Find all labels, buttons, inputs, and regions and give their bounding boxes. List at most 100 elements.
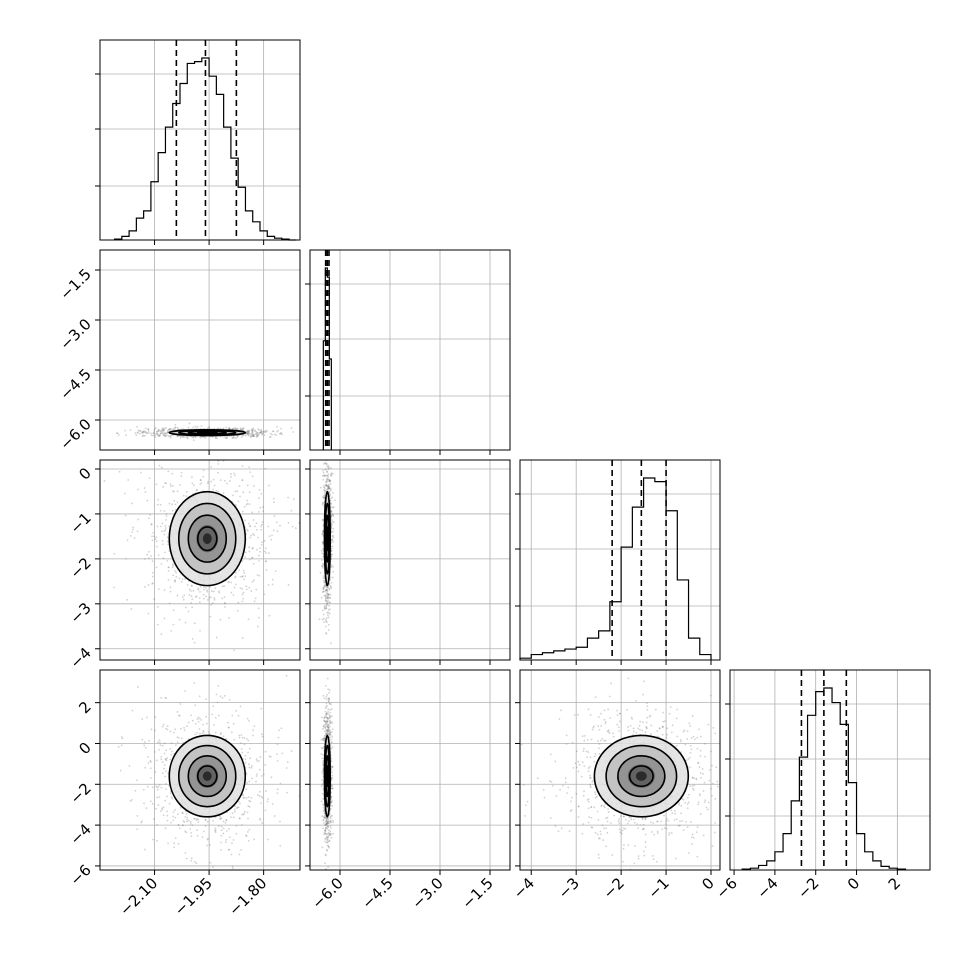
scatter-point	[684, 801, 687, 804]
scatter-point	[231, 428, 234, 430]
scatter-point	[327, 599, 329, 602]
scatter-point	[331, 814, 333, 817]
scatter-point	[328, 601, 331, 604]
scatter-point	[167, 435, 170, 438]
scatter-point	[624, 827, 627, 830]
scatter-point	[327, 727, 330, 730]
scatter-point	[326, 589, 329, 591]
scatter-point	[269, 755, 272, 758]
scatter-point	[164, 799, 167, 802]
histogram-step-line	[519, 477, 712, 660]
scatter-point	[185, 857, 188, 860]
scatter-point	[214, 816, 217, 819]
scatter-point	[184, 830, 187, 833]
scatter-point	[680, 812, 682, 815]
scatter-point	[167, 578, 170, 581]
scatter-point	[327, 726, 330, 728]
scatter-point	[182, 598, 185, 601]
scatter-point	[321, 609, 324, 612]
scatter-point	[332, 565, 335, 568]
scatter-point	[252, 562, 255, 565]
scatter-point	[328, 716, 331, 719]
scatter-point	[322, 471, 325, 474]
scatter-point	[151, 539, 154, 542]
scatter-point	[327, 483, 330, 486]
scatter-point	[175, 576, 178, 578]
scatter-point	[205, 715, 208, 718]
scatter-point	[156, 545, 158, 548]
scatter-point	[239, 742, 242, 745]
scatter-point	[290, 509, 293, 512]
scatter-point	[325, 716, 328, 718]
scatter-point	[236, 806, 239, 809]
scatter-point	[237, 500, 240, 503]
scatter-point	[326, 677, 329, 680]
scatter-point	[578, 763, 581, 766]
scatter-point	[650, 821, 652, 824]
scatter-point	[323, 581, 326, 584]
scatter-point	[332, 514, 335, 517]
scatter-point	[177, 824, 180, 826]
scatter-point	[248, 719, 250, 722]
scatter-point	[321, 771, 324, 774]
scatter-point	[199, 585, 202, 588]
scatter-point	[329, 719, 331, 722]
scatter-point	[257, 428, 260, 430]
scatter-point	[326, 488, 329, 491]
scatter-point	[174, 570, 176, 572]
scatter-point	[324, 474, 327, 477]
scatter-point	[149, 761, 152, 763]
scatter-point	[329, 716, 331, 719]
scatter-point	[191, 637, 194, 640]
scatter-point	[248, 805, 251, 808]
scatter-point	[328, 736, 331, 739]
scatter-point	[169, 427, 172, 430]
scatter-point	[330, 506, 332, 509]
scatter-point	[177, 813, 179, 816]
scatter-point	[148, 557, 150, 560]
contour-line	[187, 754, 228, 798]
scatter-point	[324, 828, 327, 830]
scatter-point	[245, 797, 248, 799]
scatter-point	[186, 436, 189, 439]
scatter-point	[234, 474, 236, 477]
scatter-point	[204, 824, 207, 827]
scatter-point	[324, 723, 327, 726]
scatter-point	[157, 788, 159, 791]
scatter-point	[159, 810, 162, 813]
scatter-point	[331, 804, 334, 807]
scatter-point	[321, 747, 324, 750]
scatter-point	[586, 756, 589, 759]
scatter-point	[326, 729, 328, 731]
scatter-point	[329, 720, 332, 723]
scatter-point	[185, 490, 188, 493]
scatter-point	[249, 433, 252, 436]
scatter-point	[320, 753, 323, 755]
scatter-point	[330, 721, 333, 723]
scatter-point	[238, 736, 241, 739]
scatter-point	[326, 596, 329, 599]
scatter-point	[321, 778, 324, 781]
scatter-point	[235, 583, 237, 586]
scatter-point	[324, 684, 327, 687]
scatter-point	[323, 730, 326, 733]
scatter-point	[250, 434, 253, 437]
scatter-point	[326, 839, 329, 841]
scatter-point	[174, 426, 177, 429]
scatter-point	[118, 434, 120, 436]
scatter-point	[326, 841, 329, 844]
scatter-point	[246, 429, 249, 432]
scatter-point	[188, 819, 190, 822]
scatter-point	[324, 720, 327, 723]
scatter-point	[257, 536, 259, 539]
scatter-point	[328, 689, 331, 692]
density-content	[117, 674, 300, 870]
scatter-point	[320, 549, 323, 552]
scatter-point	[222, 827, 225, 830]
scatter-point	[210, 480, 213, 483]
scatter-point	[243, 810, 246, 813]
scatter-point	[704, 743, 707, 745]
scatter-point	[326, 822, 328, 825]
scatter-point	[323, 737, 326, 740]
scatter-point	[323, 581, 326, 583]
